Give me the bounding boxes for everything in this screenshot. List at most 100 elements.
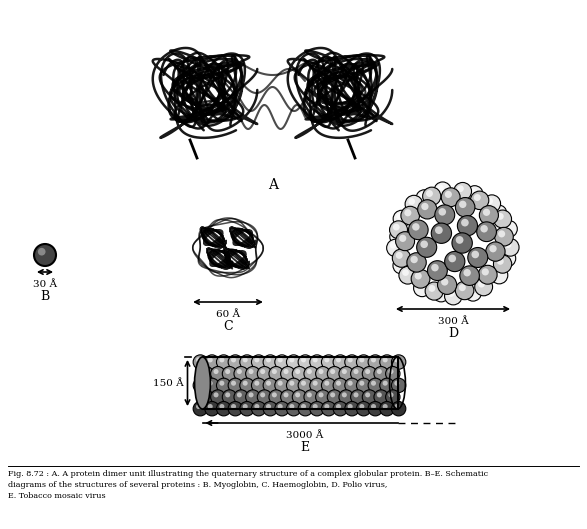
Circle shape (392, 249, 411, 267)
Circle shape (217, 378, 231, 393)
Circle shape (497, 213, 504, 220)
Circle shape (196, 381, 201, 386)
Circle shape (433, 286, 450, 302)
Circle shape (254, 404, 259, 409)
Circle shape (419, 193, 426, 199)
Circle shape (307, 393, 312, 397)
Circle shape (394, 381, 399, 386)
Circle shape (371, 404, 376, 409)
Circle shape (437, 275, 457, 295)
Circle shape (468, 287, 474, 294)
Circle shape (193, 355, 208, 369)
Circle shape (353, 393, 359, 397)
Circle shape (459, 200, 467, 208)
Circle shape (401, 206, 420, 225)
Circle shape (505, 241, 511, 248)
Circle shape (423, 187, 441, 205)
Circle shape (313, 381, 318, 386)
Circle shape (482, 268, 489, 276)
Circle shape (487, 198, 493, 204)
Circle shape (407, 253, 426, 272)
Circle shape (426, 190, 433, 197)
Circle shape (289, 358, 294, 362)
Circle shape (393, 257, 410, 274)
Circle shape (301, 404, 306, 409)
Circle shape (220, 381, 224, 386)
Circle shape (392, 378, 406, 393)
Circle shape (454, 183, 471, 200)
Circle shape (383, 404, 387, 409)
Circle shape (278, 358, 283, 362)
Circle shape (328, 367, 342, 381)
Text: D: D (448, 327, 458, 340)
Circle shape (474, 194, 481, 201)
Circle shape (405, 195, 423, 213)
Circle shape (418, 200, 437, 219)
Circle shape (328, 390, 342, 404)
Circle shape (284, 393, 289, 397)
Circle shape (393, 211, 410, 227)
Circle shape (345, 402, 359, 416)
Circle shape (240, 402, 254, 416)
Circle shape (333, 355, 348, 369)
Circle shape (359, 358, 365, 362)
Circle shape (214, 369, 218, 374)
Circle shape (470, 191, 489, 209)
Circle shape (289, 404, 294, 409)
Circle shape (477, 222, 497, 242)
Circle shape (491, 205, 507, 221)
Circle shape (456, 281, 474, 299)
Circle shape (330, 393, 335, 397)
Circle shape (402, 269, 409, 276)
Circle shape (350, 367, 365, 381)
Circle shape (348, 381, 353, 386)
Circle shape (497, 258, 504, 265)
Circle shape (392, 402, 406, 416)
Circle shape (441, 188, 460, 207)
Circle shape (445, 251, 465, 271)
Circle shape (383, 358, 387, 362)
Circle shape (275, 355, 289, 369)
Text: diagrams of the structures of several proteins : B. Myoglobin, C. Haemoglobin, D: diagrams of the structures of several pr… (8, 481, 387, 489)
Circle shape (368, 355, 383, 369)
Circle shape (208, 381, 212, 386)
Circle shape (393, 231, 399, 238)
Circle shape (240, 355, 254, 369)
Circle shape (368, 402, 383, 416)
Circle shape (322, 355, 336, 369)
Text: 60 Å: 60 Å (216, 310, 240, 319)
Circle shape (234, 367, 248, 381)
Circle shape (211, 390, 225, 404)
Circle shape (298, 402, 312, 416)
Circle shape (251, 402, 266, 416)
Circle shape (460, 266, 480, 286)
Circle shape (260, 393, 265, 397)
Circle shape (298, 355, 312, 369)
Circle shape (456, 197, 475, 217)
Circle shape (445, 191, 452, 198)
Circle shape (480, 225, 488, 233)
Circle shape (240, 378, 254, 393)
Circle shape (371, 358, 376, 362)
Circle shape (444, 287, 462, 305)
Circle shape (193, 402, 208, 416)
Circle shape (459, 284, 466, 291)
Circle shape (286, 378, 301, 393)
Circle shape (237, 369, 242, 374)
Circle shape (412, 223, 420, 231)
Circle shape (202, 393, 207, 397)
Circle shape (499, 250, 516, 267)
Circle shape (310, 355, 324, 369)
Circle shape (205, 378, 219, 393)
Circle shape (480, 206, 498, 225)
Circle shape (386, 367, 400, 381)
Circle shape (242, 358, 248, 362)
Circle shape (427, 261, 447, 280)
Text: B: B (41, 290, 50, 303)
Circle shape (292, 367, 306, 381)
Circle shape (356, 402, 371, 416)
Circle shape (275, 378, 289, 393)
Circle shape (490, 245, 497, 252)
Circle shape (278, 381, 283, 386)
Text: 30 Å: 30 Å (33, 280, 57, 289)
